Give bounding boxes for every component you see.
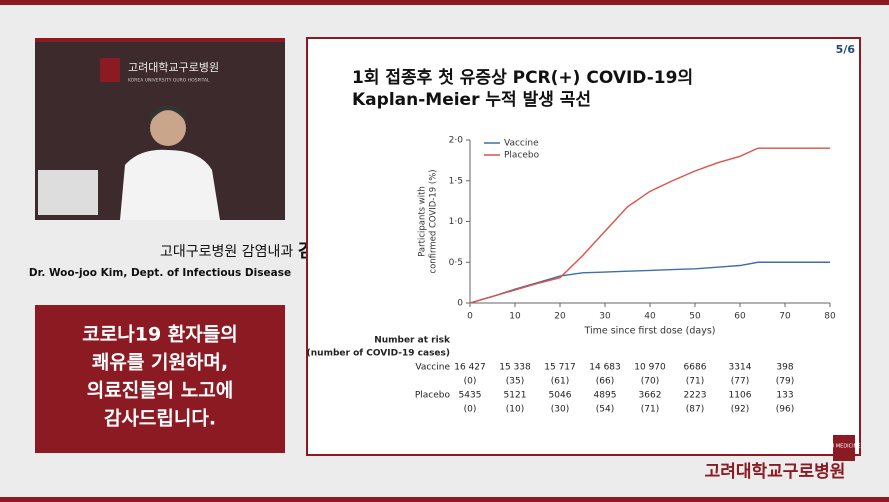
x-tick-label: 70 — [779, 312, 791, 322]
x-tick-label: 60 — [734, 312, 746, 322]
risk-count: 14 683 — [589, 363, 621, 373]
risk-count: 3662 — [639, 391, 662, 401]
x-tick-label: 80 — [824, 312, 836, 322]
logo-badge-box — [833, 435, 855, 461]
bottom-bar — [0, 497, 889, 502]
risk-count: 5046 — [549, 391, 572, 401]
risk-count: 1106 — [729, 391, 752, 401]
video-logo — [100, 58, 120, 82]
message-line: 의료진들의 노고에 — [87, 380, 233, 402]
person-hair — [150, 105, 186, 122]
logo-badge: KU MEDICINE — [827, 444, 860, 450]
y-tick-label: 2·0 — [449, 136, 464, 146]
x-tick-label: 40 — [644, 312, 656, 322]
y-tick-label: 1·5 — [449, 176, 463, 186]
case-count: (71) — [641, 405, 659, 415]
person-coat — [120, 149, 220, 220]
case-count: (92) — [731, 405, 749, 415]
risk-count: 398 — [776, 363, 793, 373]
case-count: (77) — [731, 377, 749, 387]
video-sign-sub: KOREA UNIVERSITY GURO HOSPITAL — [128, 78, 210, 84]
video-sign: 고려대학교구로병원 — [128, 61, 219, 74]
risk-count: 5121 — [504, 391, 527, 401]
message-line: 쾌유를 기원하며, — [92, 352, 228, 374]
risk-count: 6686 — [684, 363, 707, 373]
case-count: (54) — [596, 405, 614, 415]
risk-count: 15 338 — [499, 363, 531, 373]
case-count: (0) — [464, 377, 477, 387]
case-count: (35) — [506, 377, 524, 387]
legend-label: Vaccine — [504, 139, 539, 149]
risk-count: 133 — [776, 391, 793, 401]
y-tick-label: 0 — [457, 299, 463, 309]
risk-row-label: Placebo — [415, 391, 451, 401]
risk-row-label: Vaccine — [415, 363, 450, 373]
y-axis-label: confirmed COVID-19 (%) — [429, 169, 439, 273]
case-count: (71) — [686, 377, 704, 387]
message-box — [35, 305, 285, 453]
x-tick-label: 30 — [599, 312, 611, 322]
risk-count: 10 970 — [634, 363, 666, 373]
slide — [306, 37, 861, 456]
case-count: (70) — [641, 377, 659, 387]
case-count: (30) — [551, 405, 569, 415]
series-line — [469, 147, 830, 304]
message-line: 코로나19 환자들의 — [82, 324, 237, 346]
chart-title: 1회 접종후 첫 유증상 PCR(+) COVID-19의 — [352, 67, 693, 88]
x-tick-label: 50 — [689, 312, 701, 322]
x-axis-label: Time since first dose (days) — [583, 326, 715, 337]
risk-table-subtitle: (number of COVID-19 cases) — [307, 349, 450, 359]
case-count: (10) — [506, 405, 524, 415]
legend-label: Placebo — [504, 151, 540, 161]
case-count: (79) — [776, 377, 794, 387]
video-top-line — [35, 38, 285, 42]
monitor — [38, 170, 98, 215]
risk-count: 2223 — [684, 391, 707, 401]
case-count: (96) — [776, 405, 794, 415]
slide-number: 5/6 — [836, 43, 856, 56]
case-count: (66) — [596, 377, 614, 387]
y-tick-label: 1·0 — [449, 217, 464, 227]
case-count: (61) — [551, 377, 569, 387]
speaker-english: Dr. Woo-joo Kim, Dept. of Infectious Dis… — [29, 267, 291, 279]
hospital-logo: 고려대학교구로병원 — [705, 462, 846, 482]
x-tick-label: 20 — [554, 312, 566, 322]
risk-count: 3314 — [729, 363, 752, 373]
case-count: (87) — [686, 405, 704, 415]
risk-count: 15 717 — [544, 363, 576, 373]
y-tick-label: 0·5 — [449, 258, 463, 268]
y-axis-label: Participants with — [418, 186, 428, 257]
series-line — [469, 261, 830, 304]
top-bar — [0, 0, 889, 5]
person-head — [150, 110, 186, 146]
risk-count: 16 427 — [454, 363, 486, 373]
message-line: 감사드립니다. — [104, 408, 216, 430]
risk-count: 4895 — [594, 391, 617, 401]
risk-count: 5435 — [459, 391, 482, 401]
x-tick-label: 10 — [509, 312, 521, 322]
case-count: (0) — [464, 405, 477, 415]
risk-table-title: Number at risk — [374, 336, 451, 346]
chart-title: Kaplan-Meier 누적 발생 곡선 — [352, 90, 591, 110]
x-tick-label: 0 — [467, 312, 473, 322]
